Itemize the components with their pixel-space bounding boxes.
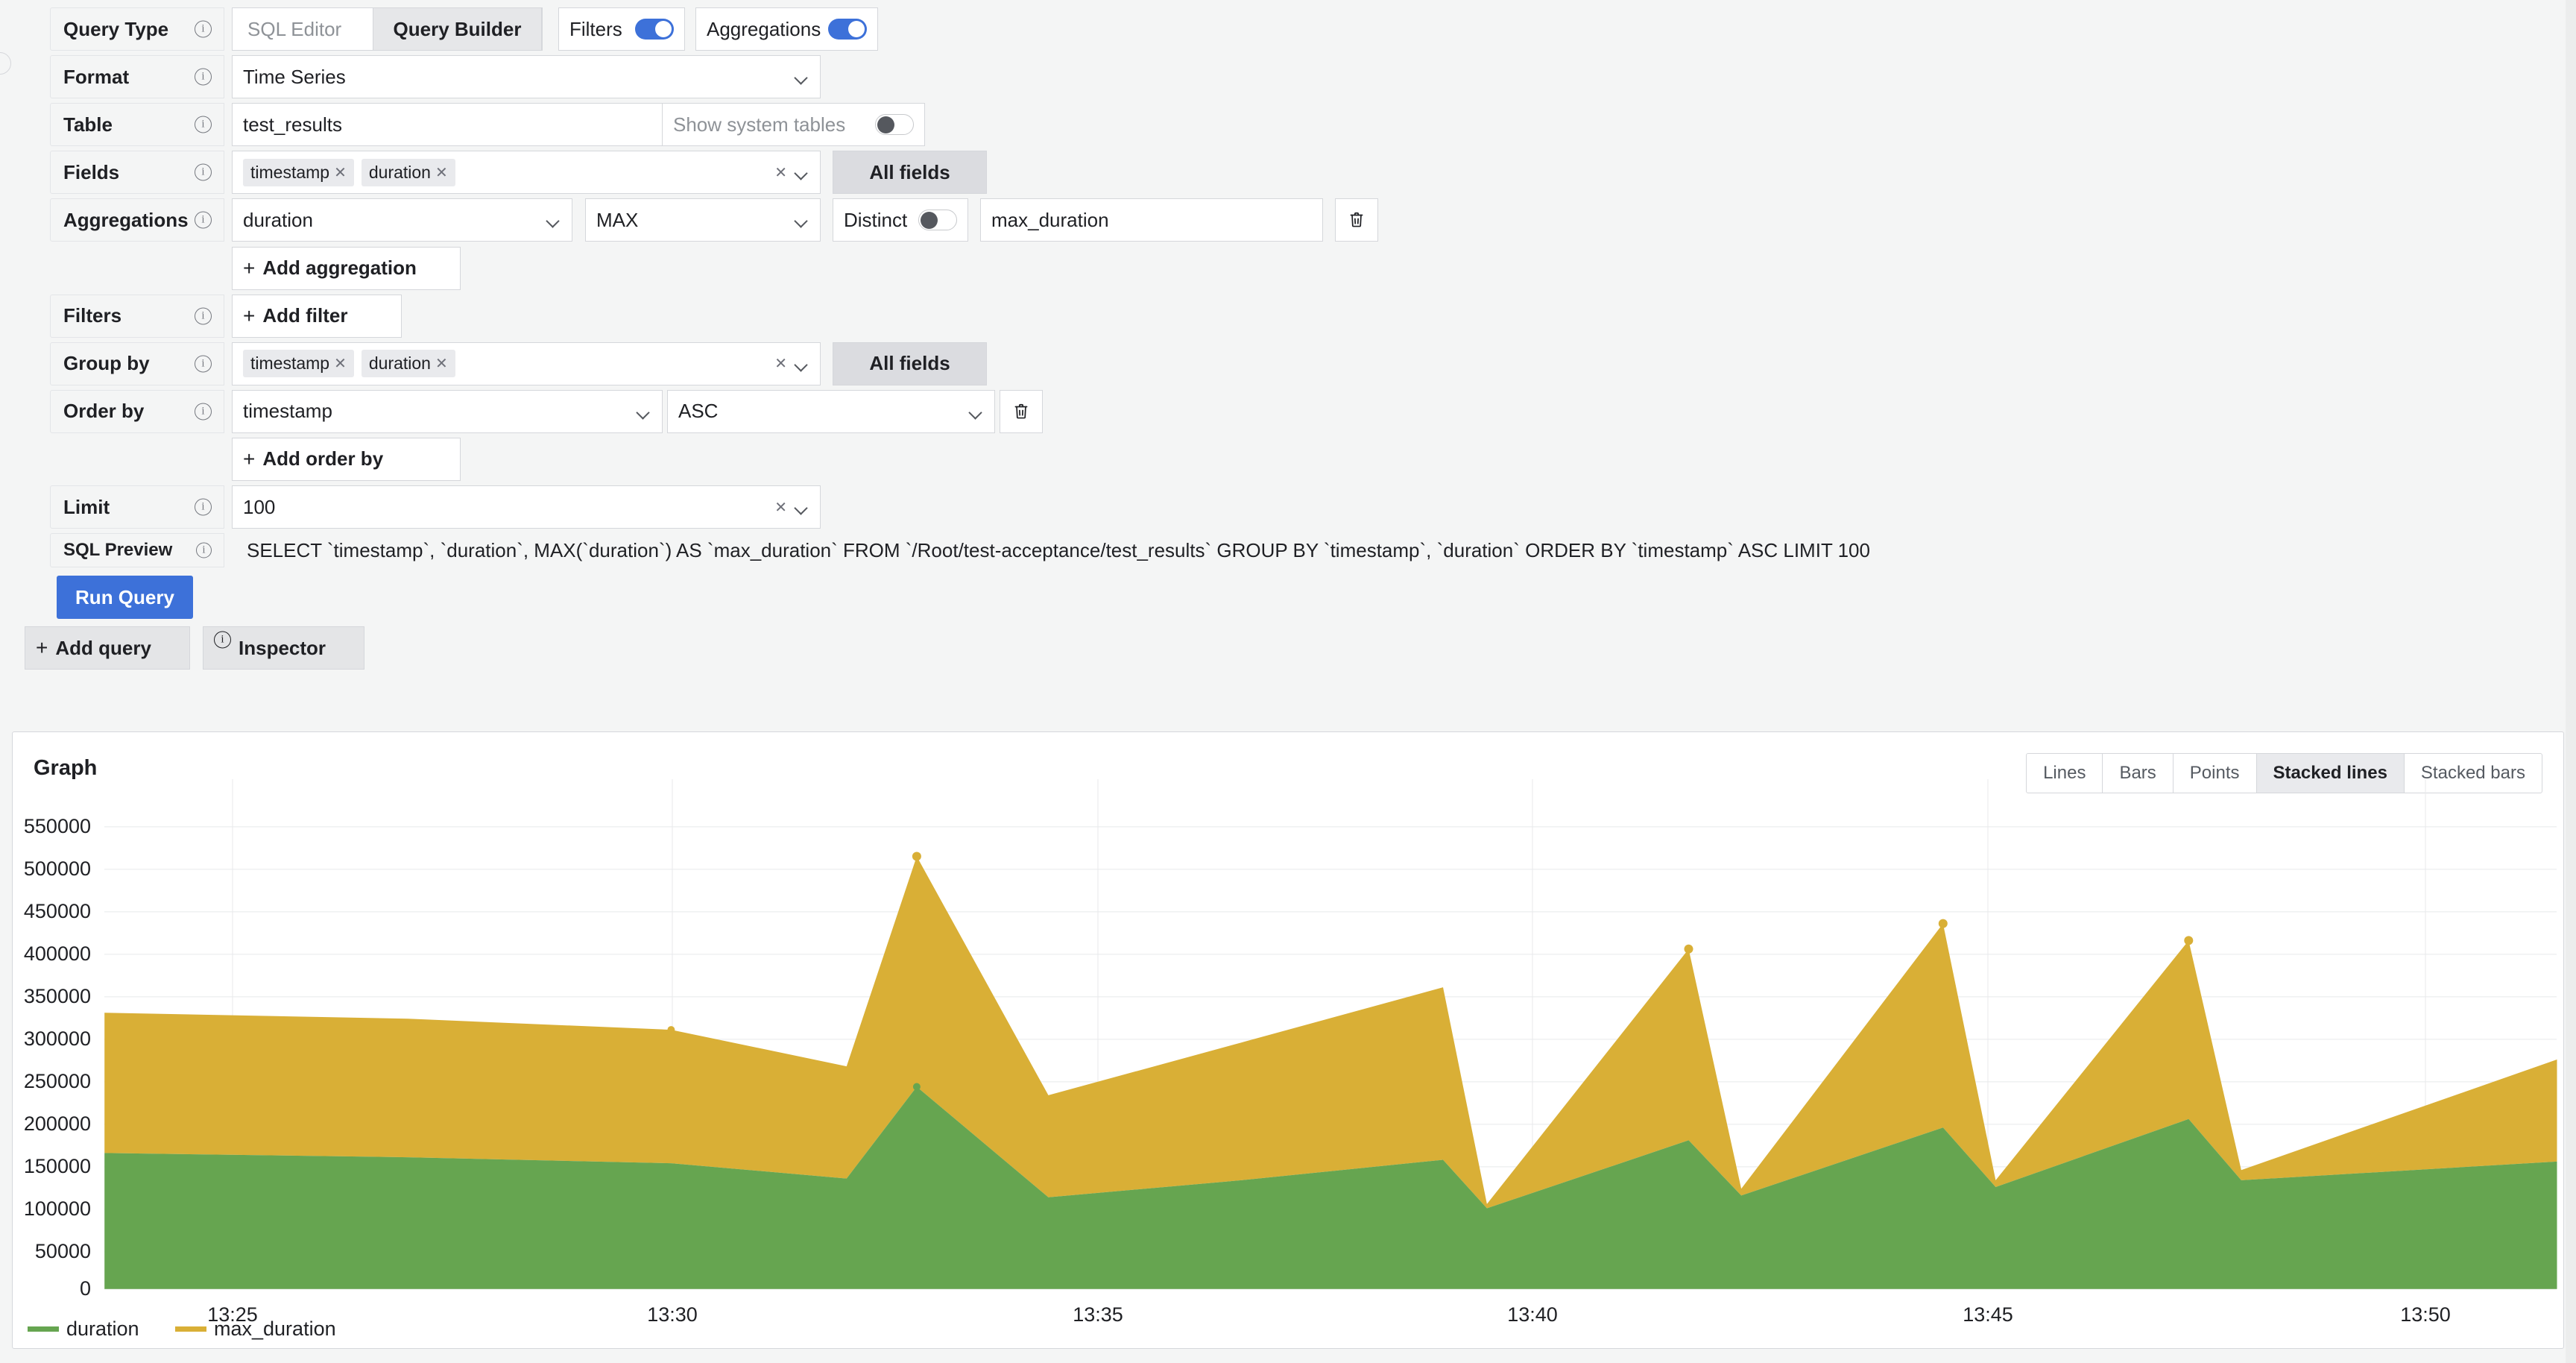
svg-text:450000: 450000 — [24, 900, 91, 922]
svg-text:0: 0 — [80, 1277, 91, 1300]
svg-text:150000: 150000 — [24, 1155, 91, 1177]
svg-text:13:40: 13:40 — [1507, 1303, 1558, 1326]
svg-text:200000: 200000 — [24, 1112, 91, 1135]
svg-text:100000: 100000 — [24, 1197, 91, 1220]
svg-text:500000: 500000 — [24, 857, 91, 880]
svg-text:50000: 50000 — [35, 1240, 91, 1262]
svg-text:300000: 300000 — [24, 1027, 91, 1050]
svg-text:350000: 350000 — [24, 985, 91, 1007]
svg-text:400000: 400000 — [24, 942, 91, 965]
svg-text:13:30: 13:30 — [647, 1303, 698, 1326]
svg-text:13:50: 13:50 — [2400, 1303, 2451, 1326]
svg-text:13:35: 13:35 — [1073, 1303, 1123, 1326]
svg-text:duration: duration — [66, 1318, 139, 1340]
svg-text:550000: 550000 — [24, 815, 91, 837]
svg-text:13:45: 13:45 — [1963, 1303, 2013, 1326]
svg-text:max_duration: max_duration — [214, 1318, 336, 1340]
svg-text:250000: 250000 — [24, 1070, 91, 1092]
